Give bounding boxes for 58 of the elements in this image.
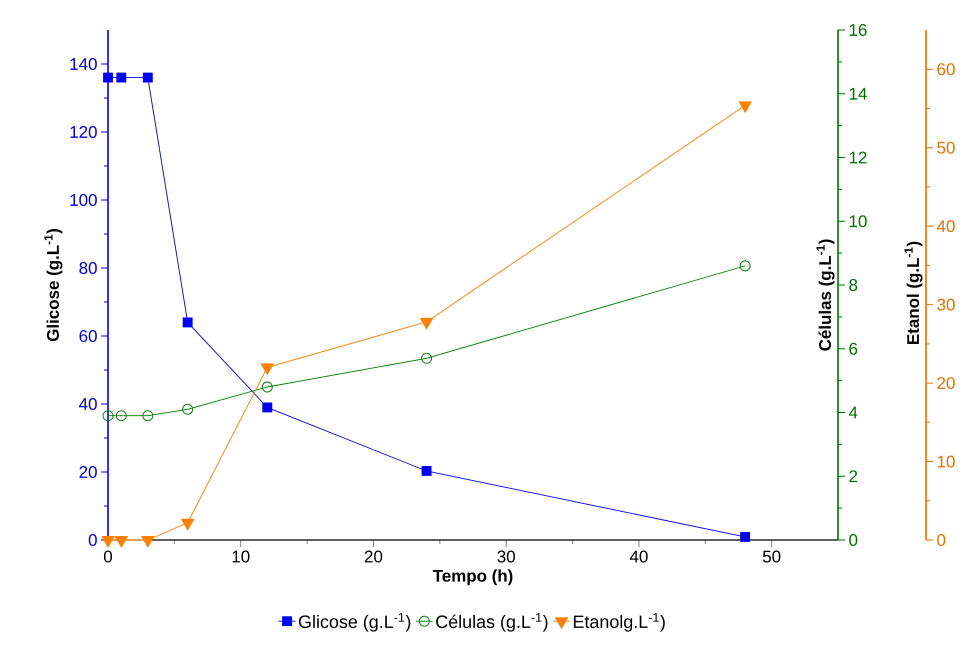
point — [740, 532, 750, 542]
y3-tick-label: 20 — [937, 377, 955, 390]
point — [101, 536, 115, 548]
x-tick-label: 20 — [364, 550, 382, 563]
y3-tick-label: 50 — [937, 142, 955, 154]
x-tick-label: 30 — [497, 550, 515, 563]
y2-tick-label: 8 — [849, 279, 858, 291]
point — [420, 318, 434, 330]
y-tick-label: 80 — [79, 262, 97, 274]
point — [738, 101, 752, 113]
y3-tick-label: 40 — [936, 220, 955, 232]
legend-label: Glicose (g.L$^{-1}$) — [298, 613, 410, 632]
point — [182, 317, 193, 328]
y3-tick-label: 30 — [937, 298, 955, 311]
legend-label: Etanolg.L$^{-1}$) — [574, 613, 665, 632]
y-axis-title: Glicose (g.L$^{-1}$) — [44, 229, 62, 342]
point — [262, 402, 272, 412]
y-tick-label: 0 — [88, 534, 97, 546]
y-tick-label: 60 — [80, 330, 97, 342]
point — [116, 72, 126, 83]
y2-tick-label: 0 — [849, 534, 858, 546]
y2-tick-label: 10 — [850, 215, 867, 228]
y2-tick-label: 16 — [850, 24, 867, 36]
y-tick-label: 20 — [80, 466, 97, 478]
point — [142, 410, 154, 422]
point — [141, 536, 154, 548]
point — [740, 260, 751, 272]
legend-label: Células (g.L$^{-1}$) — [436, 613, 548, 632]
x-tick-label: 0 — [104, 550, 112, 563]
y2-tick-label: 4 — [848, 406, 858, 418]
point — [421, 352, 432, 364]
point — [181, 518, 194, 530]
y-tick-label: 40 — [79, 398, 97, 410]
point — [103, 72, 113, 83]
x-tick-label: 10 — [232, 550, 250, 563]
y2-tick-label: 6 — [849, 342, 858, 355]
point — [260, 363, 274, 375]
x-tick-label: 50 — [762, 550, 780, 563]
y2-tick-label: 2 — [849, 470, 858, 482]
x-tick-label: 40 — [630, 550, 648, 563]
point — [116, 410, 127, 422]
point — [262, 382, 273, 392]
y-tick-label: 140 — [70, 58, 97, 70]
y3-tick-label: 60 — [937, 63, 955, 76]
y3-tick-label: 10 — [938, 456, 955, 468]
point — [114, 536, 128, 548]
y-tick-label: 120 — [70, 126, 97, 138]
y2-axis-title: Células (g.L$^{-1}$) — [816, 240, 834, 351]
y-tick-label: 100 — [70, 194, 97, 206]
point — [102, 410, 114, 422]
y3-axis-title: Etanol (g.L$^{-1}$) — [904, 242, 922, 344]
y2-tick-label: 14 — [850, 88, 867, 100]
point — [182, 404, 194, 415]
point — [142, 72, 153, 83]
point — [422, 466, 432, 476]
x-axis-title: Tempo (h) — [432, 569, 512, 586]
y2-tick-label: 12 — [850, 152, 867, 164]
y3-tick-label: 0 — [937, 534, 946, 546]
